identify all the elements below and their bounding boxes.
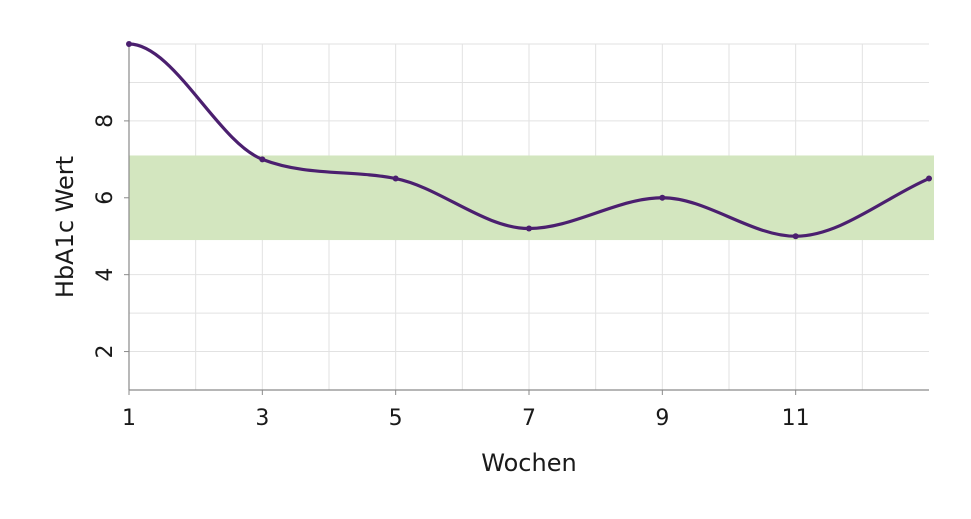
x-tick-label: 3 <box>255 406 269 431</box>
y-tick-label: 6 <box>93 191 118 205</box>
y-tick-labels: 2 4 6 8 <box>93 114 129 359</box>
data-point <box>392 175 399 182</box>
y-tick-label: 8 <box>93 114 118 128</box>
x-tick-label: 1 <box>122 406 136 431</box>
data-point <box>792 233 799 240</box>
target-range-band <box>129 155 934 241</box>
x-tick-label: 11 <box>782 406 810 431</box>
x-tick-label: 9 <box>655 406 669 431</box>
x-tick-label: 7 <box>522 406 536 431</box>
x-axis-title: Wochen <box>481 449 576 477</box>
x-tick-labels: 1 3 5 7 9 11 <box>122 390 810 431</box>
data-point <box>126 41 132 47</box>
y-tick-label: 2 <box>93 345 118 359</box>
y-tick-label: 4 <box>93 268 118 282</box>
y-axis-title: HbA1c Wert <box>51 156 79 298</box>
data-point <box>926 175 932 182</box>
data-point <box>659 194 666 201</box>
data-points <box>126 41 932 240</box>
data-point <box>526 225 532 232</box>
data-point <box>259 156 266 163</box>
x-tick-label: 5 <box>389 406 403 431</box>
